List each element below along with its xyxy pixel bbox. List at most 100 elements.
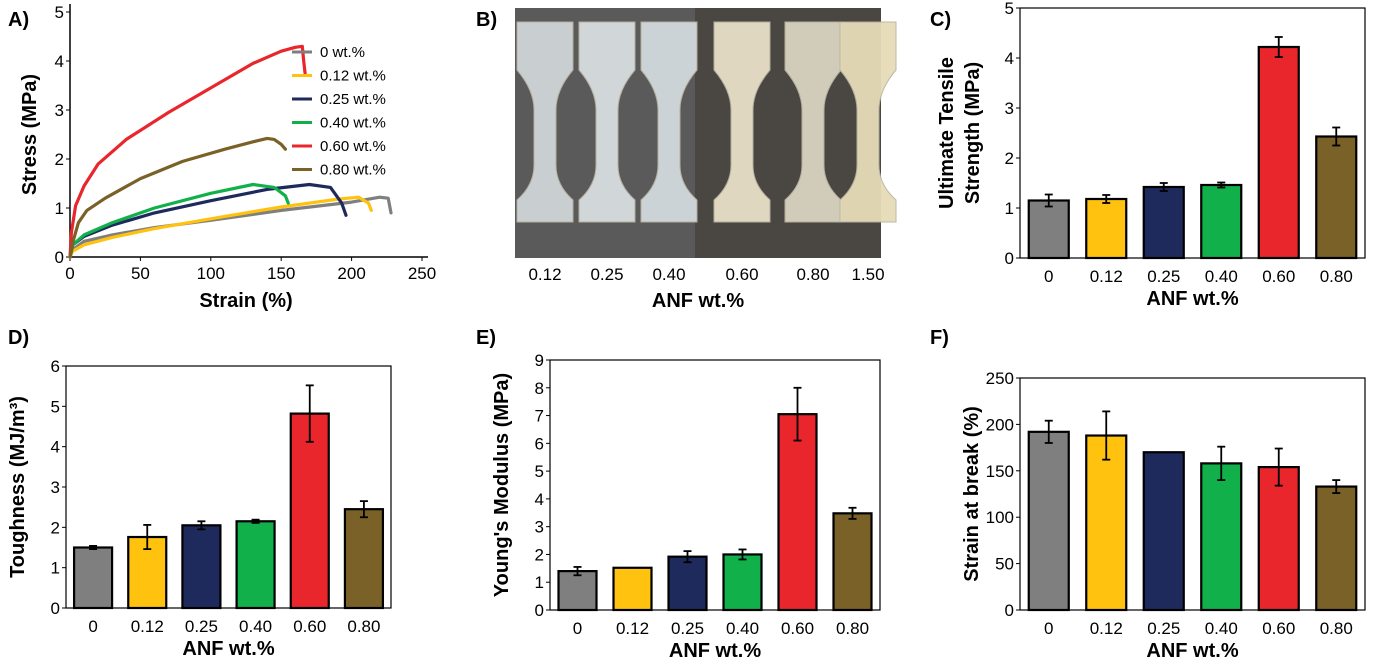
y-tick-label: 4 bbox=[55, 52, 64, 71]
legend-entry: 0.80 wt.% bbox=[320, 162, 386, 179]
y-tick-label: 1 bbox=[51, 559, 60, 578]
plot-frame bbox=[65, 365, 392, 609]
y-tick-label: 8 bbox=[535, 379, 544, 398]
plot-frame bbox=[549, 359, 881, 611]
bar bbox=[1085, 434, 1128, 612]
bar bbox=[1200, 462, 1243, 612]
x-axis-label: ANF wt.% bbox=[669, 640, 761, 662]
sample-label: 0.25 bbox=[590, 265, 623, 284]
x-tick-label: 0.60 bbox=[293, 617, 326, 636]
x-tick-label: 0.40 bbox=[1205, 619, 1238, 638]
specimen-0.60 bbox=[713, 21, 771, 223]
x-tick-label: 0 bbox=[1044, 267, 1053, 286]
y-tick-label: 2 bbox=[1005, 149, 1014, 168]
y-tick-label: 9 bbox=[535, 351, 544, 370]
x-tick-label: 0 bbox=[573, 619, 582, 638]
x-axis-label: ANF wt.% bbox=[1146, 640, 1238, 662]
x-tick-label: 0.60 bbox=[1262, 267, 1295, 286]
series-line bbox=[68, 195, 373, 259]
y-tick-label: 0 bbox=[1005, 249, 1014, 268]
y-axis-label: Stress (MPa) bbox=[19, 74, 41, 195]
x-tick-label: 0.40 bbox=[239, 617, 272, 636]
y-tick-label: 3 bbox=[55, 101, 64, 120]
y-tick-label: 5 bbox=[51, 397, 60, 416]
bar bbox=[1142, 185, 1185, 260]
series-line bbox=[68, 44, 307, 259]
x-tick-label: 150 bbox=[267, 264, 295, 283]
y-tick-label: 100 bbox=[986, 508, 1014, 527]
chart-F: 0 50 100 150 200 250 0 0.12 0.25 0.40 0.60 0.80 ANF … bbox=[961, 369, 1366, 662]
y-tick-label: 1 bbox=[535, 573, 544, 592]
x-tick-label: 50 bbox=[131, 264, 150, 283]
chart-E: 0 1 2 3 4 5 6 7 8 9 0 0.12 0.25 0.40 0.60 0.80 ANF wt.% Y… bbox=[491, 351, 881, 662]
bar bbox=[1257, 45, 1300, 260]
y-tick-label: 4 bbox=[1005, 49, 1014, 68]
legend-entry: 0.60 wt.% bbox=[320, 138, 386, 155]
legend-entry: 0.40 wt.% bbox=[320, 115, 386, 132]
panel-f-label: F) bbox=[930, 327, 949, 349]
y-axis-label: Strain at break (%) bbox=[961, 406, 983, 582]
bar bbox=[612, 566, 653, 612]
bar bbox=[1027, 199, 1070, 260]
y-tick-label: 2 bbox=[51, 518, 60, 537]
y-tick-label: 7 bbox=[535, 407, 544, 426]
x-tick-label: 100 bbox=[197, 264, 225, 283]
y-tick-label: 5 bbox=[535, 462, 544, 481]
x-tick-label: 250 bbox=[408, 264, 436, 283]
y-tick-label: 0 bbox=[1005, 601, 1014, 620]
legend-entry: 0.25 wt.% bbox=[320, 91, 386, 108]
bar bbox=[832, 512, 873, 612]
y-axis-label: Young's Modulus (MPa) bbox=[491, 373, 513, 597]
x-tick-label: 0.25 bbox=[185, 617, 218, 636]
bar bbox=[777, 413, 818, 612]
x-tick-label: 200 bbox=[337, 264, 365, 283]
sample-label: 1.50 bbox=[851, 265, 884, 284]
specimen-1.50 bbox=[839, 21, 897, 223]
y-tick-label: 5 bbox=[1005, 0, 1014, 18]
y-tick-label: 0 bbox=[55, 248, 64, 267]
panel-e-label: E) bbox=[476, 327, 496, 349]
x-tick-label: 0.80 bbox=[1320, 267, 1353, 286]
y-tick-label: 150 bbox=[986, 462, 1014, 481]
y-axis-label: Strength (MPa) bbox=[962, 62, 984, 204]
x-tick-label: 0.40 bbox=[726, 619, 759, 638]
series-line bbox=[68, 182, 290, 259]
plot-frame bbox=[1019, 377, 1366, 611]
x-tick-label: 0.60 bbox=[1262, 619, 1295, 638]
chart-A: 0 50 100 150 200 250 0 1 2 3 4 5 Strain (%) Stress (M… bbox=[19, 3, 436, 312]
chart-D: 0 1 2 3 4 5 6 0 0.12 0.25 0.40 0.60 0.80 ANF wt.% Toug… bbox=[7, 357, 392, 660]
x-tick-label: 0.25 bbox=[1147, 267, 1180, 286]
x-tick-label: 0.40 bbox=[1205, 267, 1238, 286]
x-axis-label: ANF wt.% bbox=[182, 638, 274, 660]
y-tick-label: 3 bbox=[535, 518, 544, 537]
specimen-photo-panel: 0.12 0.25 0.40 0.60 0.80 1.50 ANF wt.% bbox=[515, 8, 897, 312]
bar bbox=[1027, 430, 1070, 612]
x-tick-label: 0.12 bbox=[1090, 619, 1123, 638]
x-tick-label: 0.80 bbox=[1320, 619, 1353, 638]
y-tick-label: 4 bbox=[51, 438, 60, 457]
x-tick-label: 0.12 bbox=[616, 619, 649, 638]
x-axis-label: ANF wt.% bbox=[1146, 288, 1238, 310]
panel-c-label: C) bbox=[930, 9, 951, 31]
bar bbox=[1257, 465, 1300, 612]
y-tick-label: 0 bbox=[51, 599, 60, 618]
panel-a-label: A) bbox=[8, 9, 29, 31]
y-tick-label: 6 bbox=[535, 434, 544, 453]
y-axis-label: Ultimate Tensile bbox=[936, 57, 958, 209]
bar bbox=[1085, 197, 1128, 260]
y-tick-label: 4 bbox=[535, 490, 544, 509]
bar bbox=[1142, 451, 1185, 612]
x-tick-label: 0 bbox=[1044, 619, 1053, 638]
panel-b-label: B) bbox=[476, 9, 497, 31]
x-tick-label: 0 bbox=[88, 617, 97, 636]
series-line bbox=[68, 136, 287, 259]
bar bbox=[72, 546, 114, 610]
y-tick-label: 0 bbox=[535, 601, 544, 620]
bar bbox=[1315, 485, 1358, 612]
x-tick-label: 0 bbox=[65, 264, 74, 283]
y-tick-label: 5 bbox=[55, 3, 64, 22]
chart-C: 0 1 2 3 4 5 0 0.12 0.25 0.40 0.60 0.80 ANF wt.% Ultim… bbox=[936, 0, 1366, 310]
x-axis-label: Strain (%) bbox=[199, 290, 292, 312]
y-tick-label: 200 bbox=[986, 415, 1014, 434]
